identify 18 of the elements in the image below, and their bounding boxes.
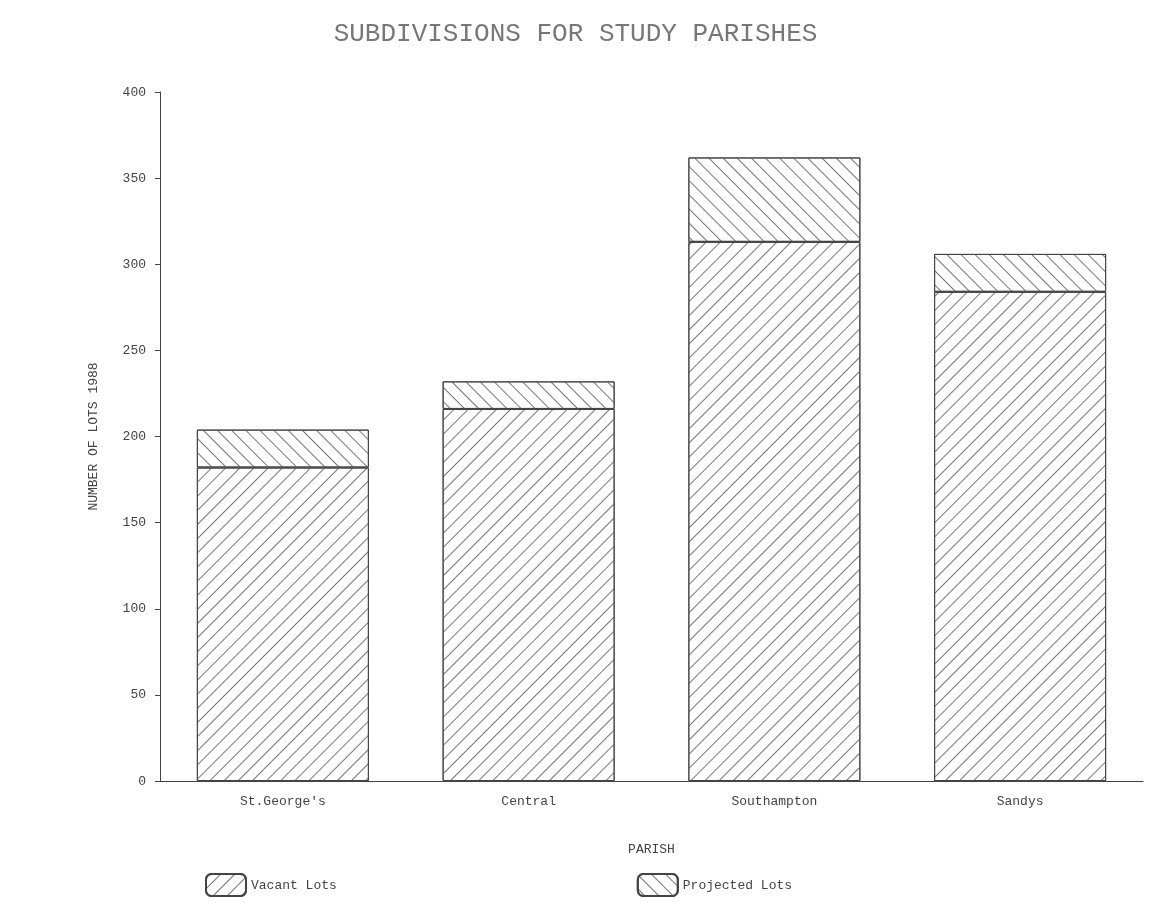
- y-tick-label: 350: [122, 170, 146, 186]
- x-tick-label: Sandys: [996, 794, 1044, 809]
- y-tick-label: 150: [122, 515, 146, 531]
- y-tick-label: 300: [122, 256, 146, 272]
- y-tick-label: 400: [122, 84, 146, 100]
- y-tick-label: 100: [122, 601, 146, 617]
- chart-title: SUBDIVISIONS FOR STUDY PARISHES: [333, 19, 818, 49]
- x-tick-label: Central: [501, 794, 557, 809]
- y-tick-label: 0: [138, 773, 146, 789]
- x-tick-label: St.George's: [239, 794, 326, 809]
- y-tick-label: 50: [130, 687, 146, 703]
- x-tick-label: Southampton: [731, 794, 818, 809]
- y-tick-label: 250: [122, 342, 146, 358]
- y-axis-title: NUMBER OF LOTS 1988: [86, 362, 101, 511]
- y-tick-label: 200: [122, 429, 146, 444]
- legend-label: Vacant Lots: [251, 877, 337, 893]
- legend-label: Projected Lots: [682, 877, 793, 893]
- x-axis-title: PARISH: [628, 842, 675, 857]
